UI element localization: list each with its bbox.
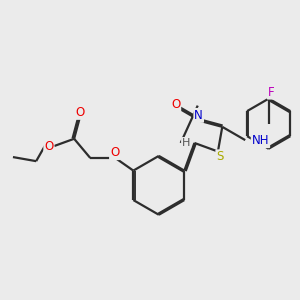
Text: H: H — [182, 138, 190, 148]
Text: O: O — [110, 146, 119, 159]
Text: N: N — [194, 109, 203, 122]
Text: O: O — [44, 140, 53, 152]
Text: O: O — [75, 106, 84, 119]
Text: O: O — [171, 98, 180, 111]
Text: NH: NH — [252, 134, 269, 147]
Text: S: S — [216, 150, 224, 163]
Text: F: F — [268, 85, 274, 99]
